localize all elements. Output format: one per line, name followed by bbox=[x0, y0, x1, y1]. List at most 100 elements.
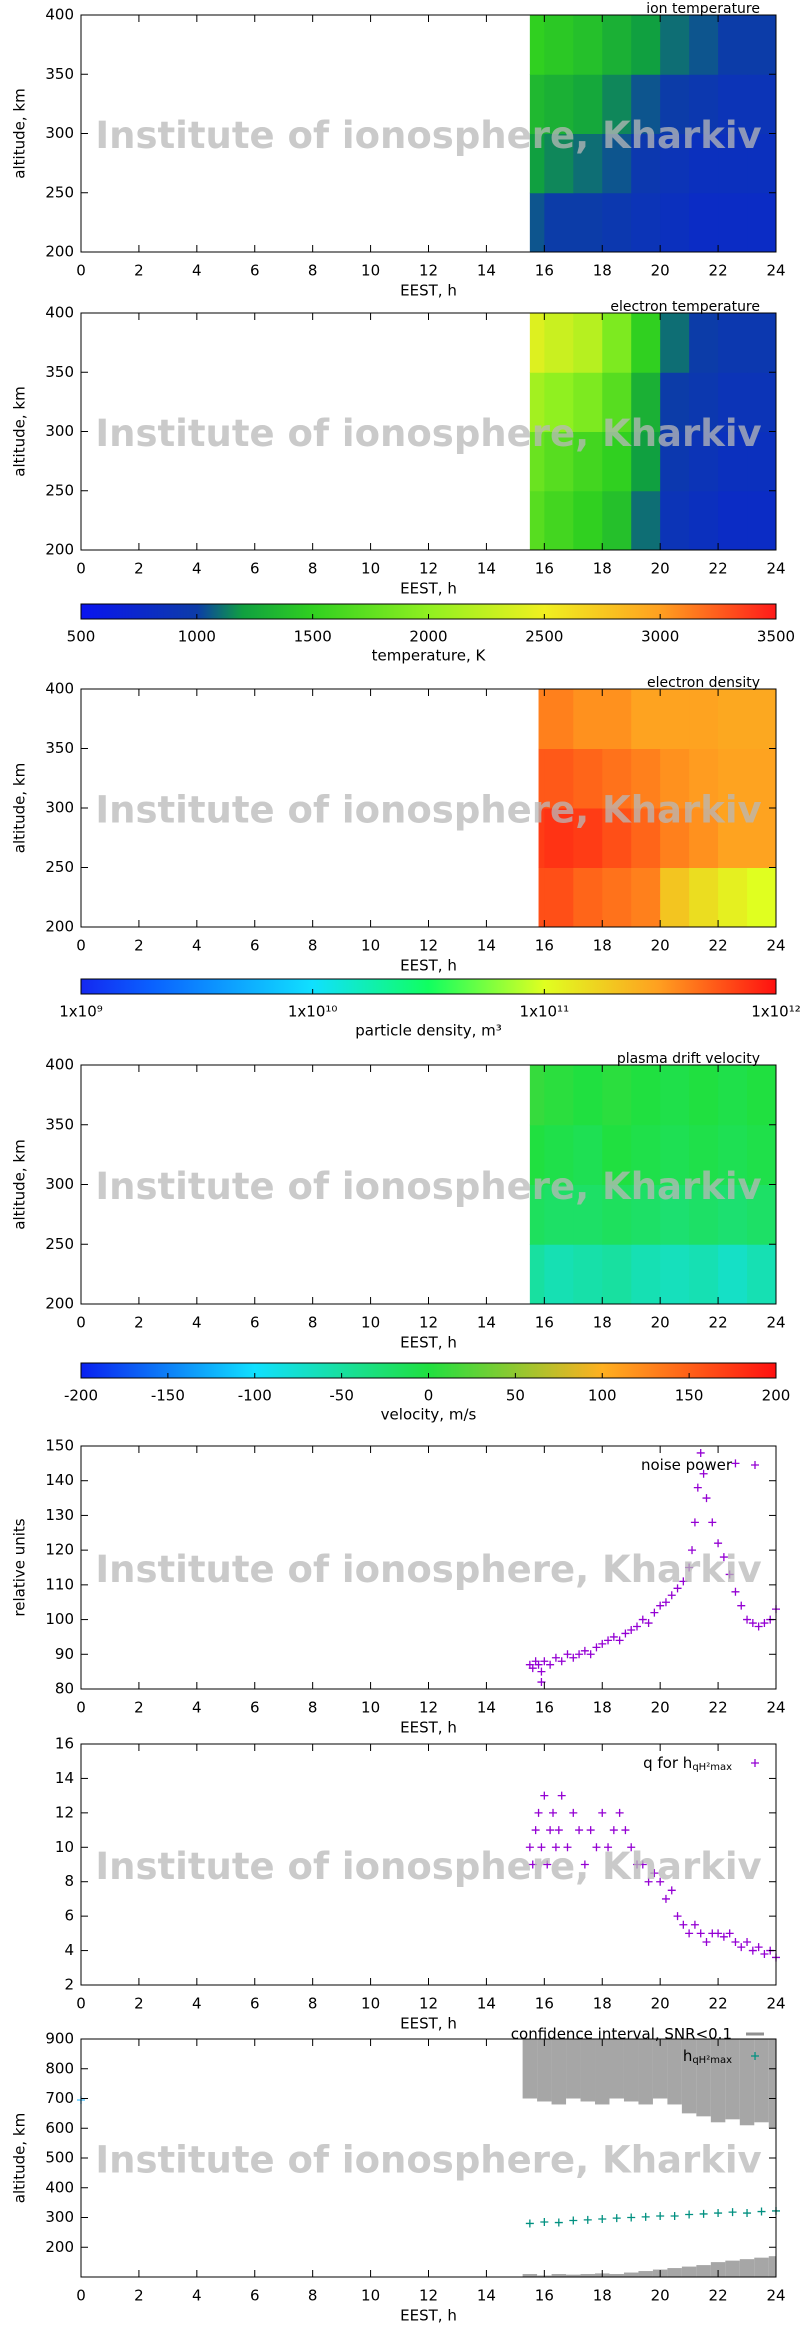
heatmap-cell bbox=[747, 867, 777, 928]
heatmap-cell bbox=[544, 1124, 574, 1185]
heatmap-cell bbox=[747, 689, 777, 749]
x-tick-label: 12 bbox=[419, 1699, 438, 1717]
y-tick-label: 400 bbox=[45, 2178, 74, 2196]
heatmap-cell bbox=[660, 1065, 690, 1126]
heatmap-cell bbox=[660, 490, 690, 551]
point bbox=[714, 2209, 723, 2218]
heatmap-cell bbox=[573, 689, 603, 749]
x-tick-label: 22 bbox=[709, 2287, 728, 2305]
point bbox=[569, 1808, 578, 1817]
colorbar-tick-label: 1x10⁹ bbox=[59, 1003, 103, 1021]
colorbar-tick-label: 200 bbox=[762, 1387, 791, 1405]
heatmap-cell bbox=[718, 1184, 748, 1245]
point bbox=[612, 2214, 621, 2223]
heatmap-cell bbox=[544, 133, 574, 194]
point bbox=[699, 1469, 708, 1478]
point bbox=[690, 1518, 699, 1527]
x-tick-label: 2 bbox=[134, 262, 144, 280]
y-tick-label: 130 bbox=[45, 1506, 74, 1524]
point bbox=[719, 1553, 728, 1562]
interval-lower bbox=[768, 2256, 776, 2277]
heatmap-cell bbox=[660, 313, 690, 373]
y-tick-label: 300 bbox=[45, 1175, 74, 1193]
legend-label: hqH²max bbox=[683, 2047, 732, 2067]
heatmap-cell bbox=[689, 689, 719, 749]
point bbox=[569, 2216, 578, 2225]
point bbox=[688, 1546, 697, 1555]
interval-upper bbox=[609, 2039, 624, 2099]
interval-lower bbox=[681, 2266, 697, 2277]
point bbox=[728, 2208, 737, 2217]
legend-swatch bbox=[751, 1759, 759, 1767]
point bbox=[580, 1860, 589, 1869]
point bbox=[725, 1929, 734, 1938]
interval-upper bbox=[566, 2039, 581, 2099]
colorbar-tick-label: 150 bbox=[675, 1387, 704, 1405]
point bbox=[702, 1494, 711, 1503]
legend-sub: qH²max bbox=[692, 2055, 732, 2066]
heatmap-cell bbox=[529, 15, 545, 75]
heatmap-cell bbox=[602, 1124, 632, 1185]
point bbox=[557, 1657, 566, 1666]
point bbox=[537, 1667, 546, 1676]
y-axis-label: altitude, km bbox=[11, 2113, 29, 2203]
heatmap-cell bbox=[631, 1184, 661, 1245]
heatmap-cell bbox=[689, 808, 719, 868]
x-tick-label: 24 bbox=[766, 937, 785, 955]
x-tick-label: 12 bbox=[419, 2287, 438, 2305]
colorbar-label: temperature, K bbox=[372, 647, 487, 665]
x-axis-label: EEST, h bbox=[400, 580, 457, 598]
interval-upper bbox=[652, 2039, 668, 2099]
point bbox=[714, 1929, 723, 1938]
interval-upper bbox=[754, 2039, 769, 2123]
x-tick-label: 2 bbox=[134, 937, 144, 955]
point bbox=[679, 1577, 688, 1586]
point bbox=[534, 1808, 543, 1817]
x-tick-label: 18 bbox=[593, 1314, 612, 1332]
heatmap-cell bbox=[718, 192, 748, 253]
point bbox=[679, 1920, 688, 1929]
heatmap-cell bbox=[544, 372, 574, 432]
heatmap-cell bbox=[689, 867, 719, 928]
x-tick-label: 20 bbox=[651, 1995, 670, 2013]
x-tick-label: 16 bbox=[535, 262, 554, 280]
heatmap-cell bbox=[544, 1184, 574, 1245]
x-tick-label: 12 bbox=[419, 937, 438, 955]
heatmap-cell bbox=[529, 313, 545, 373]
interval-lower bbox=[696, 2265, 711, 2277]
heatmap-cell bbox=[660, 431, 690, 492]
heatmap-cell bbox=[747, 490, 777, 551]
heatmap-cell bbox=[747, 1124, 777, 1185]
heatmap-cell bbox=[631, 689, 661, 749]
chart-title: electron temperature bbox=[610, 299, 760, 315]
point bbox=[575, 1650, 584, 1659]
x-tick-label: 10 bbox=[361, 560, 380, 578]
point bbox=[549, 1808, 558, 1817]
heatmap-cell bbox=[718, 748, 748, 809]
heatmap-cell bbox=[718, 313, 748, 373]
y-tick-label: 200 bbox=[45, 1295, 74, 1313]
point bbox=[743, 1937, 752, 1946]
x-tick-label: 12 bbox=[419, 560, 438, 578]
interval-upper bbox=[638, 2039, 653, 2105]
x-tick-label: 0 bbox=[76, 937, 86, 955]
heatmap-cell bbox=[689, 372, 719, 432]
legend-sub: qH²max bbox=[692, 1762, 732, 1773]
point bbox=[644, 1619, 653, 1628]
y-tick-label: 250 bbox=[45, 183, 74, 201]
point bbox=[525, 1843, 534, 1852]
heatmap-cell bbox=[718, 1065, 748, 1126]
x-tick-label: 6 bbox=[250, 1699, 260, 1717]
x-tick-label: 18 bbox=[593, 560, 612, 578]
colorbar-tick-label: 1x10¹⁰ bbox=[288, 1003, 338, 1021]
y-tick-label: 4 bbox=[64, 1941, 74, 1959]
heatmap-cell bbox=[602, 192, 632, 253]
point bbox=[667, 1591, 676, 1600]
x-tick-label: 6 bbox=[250, 1314, 260, 1332]
x-tick-label: 24 bbox=[766, 1995, 785, 2013]
heatmap-cell bbox=[573, 431, 603, 492]
x-tick-label: 2 bbox=[134, 1995, 144, 2013]
heatmap-cell bbox=[718, 867, 748, 928]
heatmap-cell bbox=[718, 431, 748, 492]
interval-lower bbox=[638, 2271, 653, 2277]
